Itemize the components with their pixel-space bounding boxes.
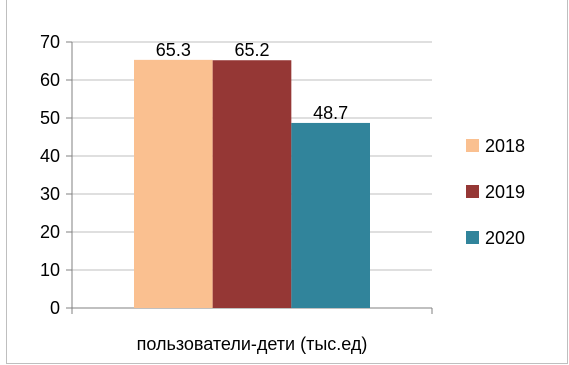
data-label-2020: 48.7 (313, 103, 348, 123)
y-tick-label: 0 (50, 298, 60, 318)
legend-label-2020: 2020 (485, 228, 525, 248)
y-tick-label: 10 (40, 260, 60, 280)
legend-swatch-2019 (466, 185, 479, 198)
legend-label-2018: 2018 (485, 136, 525, 156)
bar-2019 (212, 60, 292, 308)
bar-2018 (134, 59, 213, 308)
y-tick-label: 40 (40, 146, 60, 166)
bar-2020 (291, 122, 370, 308)
y-tick-label: 50 (40, 108, 60, 128)
labels: 0 10 20 30 40 50 60 70 65.3 65.2 48.7 пользователи-… (40, 32, 367, 354)
y-tick-label: 70 (40, 32, 60, 52)
y-tick-label: 30 (40, 184, 60, 204)
legend-swatch-2018 (466, 139, 479, 152)
y-tick-label: 20 (40, 222, 60, 242)
category-label: пользователи-дети (тыс.ед) (137, 334, 368, 354)
legend: 2018 2019 2020 (466, 136, 525, 248)
bars (134, 59, 370, 308)
data-label-2019: 65.2 (234, 40, 269, 60)
data-label-2018: 65.3 (156, 40, 191, 60)
legend-swatch-2020 (466, 231, 479, 244)
legend-label-2019: 2019 (485, 182, 525, 202)
y-tick-label: 60 (40, 70, 60, 90)
